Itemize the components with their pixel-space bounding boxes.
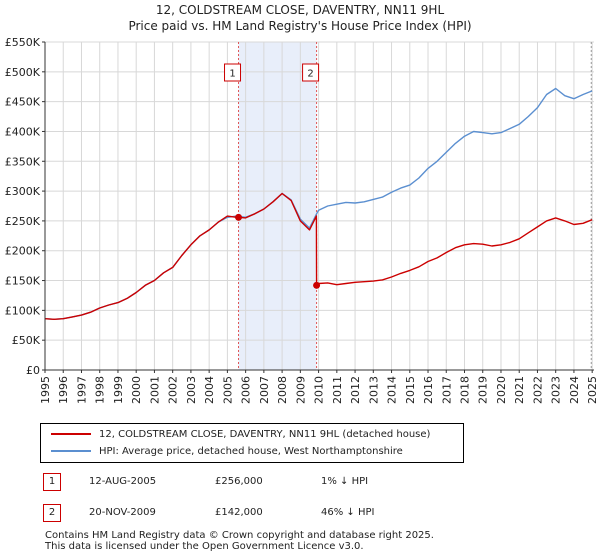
chart-title-line2: Price paid vs. HM Land Registry's House … [128, 19, 472, 33]
y-tick-label: £450K [5, 96, 41, 109]
x-tick-label: 2016 [422, 376, 435, 404]
y-tick-label: £200K [5, 245, 41, 258]
y-tick-label: £550K [5, 36, 41, 49]
sale-point-2 [313, 281, 321, 289]
y-tick-label: £400K [5, 125, 41, 138]
x-tick-label: 1997 [75, 376, 88, 404]
x-tick-label: 2000 [130, 376, 143, 404]
legend-item-hpi: HPI: Average price, detached house, West… [51, 444, 403, 460]
y-tick-label: £250K [5, 215, 41, 228]
x-tick-label: 1996 [57, 376, 70, 404]
legend-label-property: 12, COLDSTREAM CLOSE, DAVENTRY, NN11 9HL… [99, 429, 431, 440]
sale-badge-2: 2 [43, 504, 61, 522]
sale-row-2: 2 20-NOV-2009 £142,000 46% ↓ HPI [43, 504, 443, 522]
sale-label-text-1: 1 [229, 69, 235, 80]
x-tick-label: 2019 [477, 376, 490, 404]
y-tick-label: £100K [5, 304, 41, 317]
sale-label-1: 1 [224, 63, 242, 82]
sale-period-shade [45, 42, 594, 370]
chart-title: 12, COLDSTREAM CLOSE, DAVENTRY, NN11 9HL… [0, 2, 600, 34]
x-tick-label: 2023 [550, 376, 563, 404]
sale-row-1: 1 12-AUG-2005 £256,000 1% ↓ HPI [43, 473, 443, 491]
legend-swatch-hpi [51, 450, 91, 452]
sale-date-2: 20-NOV-2009 [89, 507, 156, 518]
x-tick-label: 2021 [513, 376, 526, 404]
legend-swatch-property [51, 433, 91, 435]
x-tick-label: 2001 [148, 376, 161, 404]
sale-marker-lines [238, 42, 318, 370]
x-tick-label: 2010 [313, 376, 326, 404]
sale-label-box-1 [224, 63, 242, 82]
x-tick-label: 2012 [349, 376, 362, 404]
x-tick-label: 2025 [586, 376, 599, 404]
x-tick-label: 2013 [367, 376, 380, 404]
legend-label-hpi: HPI: Average price, detached house, West… [99, 446, 403, 457]
sale-price-2: £142,000 [215, 507, 263, 518]
price-chart: £0 £50K £100K £150K £200K £250K £300K £350K £400… [5, 36, 599, 404]
ownership-period-shade [238, 42, 317, 370]
x-tick-label: 1999 [112, 376, 125, 404]
sale-point-1 [235, 213, 243, 221]
x-tick-label: 2015 [404, 376, 417, 404]
y-tick-label: £150K [5, 275, 41, 288]
grid [44, 41, 594, 371]
y-tick-label: £0 [26, 364, 40, 377]
x-tick-label: 2011 [331, 376, 344, 404]
x-tick-label: 2024 [568, 376, 581, 404]
sale-label-2: 2 [302, 63, 320, 82]
property-price-line [44, 192, 593, 320]
sale-price-1: £256,000 [215, 476, 263, 487]
x-tick-label: 2014 [386, 376, 399, 404]
series-lines [44, 87, 593, 320]
legend-item-property: 12, COLDSTREAM CLOSE, DAVENTRY, NN11 9HL… [51, 427, 430, 443]
footer: Contains HM Land Registry data © Crown c… [45, 530, 434, 552]
x-tick-label: 1998 [94, 376, 107, 404]
x-tick-label: 2003 [185, 376, 198, 404]
plot-background [45, 42, 594, 370]
sale-points [235, 213, 321, 289]
x-tick-label: 2020 [495, 376, 508, 404]
sale-date-1: 12-AUG-2005 [89, 476, 157, 487]
y-tick-label: £350K [5, 155, 41, 168]
legend: 12, COLDSTREAM CLOSE, DAVENTRY, NN11 9HL… [40, 423, 464, 463]
x-tick-label: 2004 [203, 376, 216, 404]
x-tick-label: 2008 [276, 376, 289, 404]
footer-line1: Contains HM Land Registry data © Crown c… [45, 530, 434, 541]
sale-label-text-2: 2 [307, 69, 313, 80]
x-tick-label: 2009 [294, 376, 307, 404]
x-tick-label: 2006 [240, 376, 253, 404]
sale-badge-1: 1 [43, 473, 61, 491]
x-tick-label: 2018 [459, 376, 472, 404]
x-tick-label: 1995 [39, 376, 52, 404]
sale-hpi-diff-1: 1% ↓ HPI [321, 476, 369, 487]
x-tick-label: 2005 [221, 376, 234, 404]
x-tick-label: 2007 [258, 376, 271, 404]
sale-hpi-diff-2: 46% ↓ HPI [321, 507, 375, 518]
footer-line2: This data is licensed under the Open Gov… [45, 541, 364, 552]
y-tick-label: £300K [5, 185, 41, 198]
sale-label-box-2 [302, 63, 320, 82]
y-tick-label: £500K [5, 66, 41, 79]
chart-title-line1: 12, COLDSTREAM CLOSE, DAVENTRY, NN11 9HL [155, 3, 445, 17]
x-tick-label: 2002 [167, 376, 180, 404]
x-tick-label: 2022 [531, 376, 544, 404]
x-tick-label: 2017 [440, 376, 453, 404]
axes: £0 £50K £100K £150K £200K £250K £300K £350K £400… [5, 36, 599, 404]
y-tick-label: £50K [12, 334, 41, 347]
